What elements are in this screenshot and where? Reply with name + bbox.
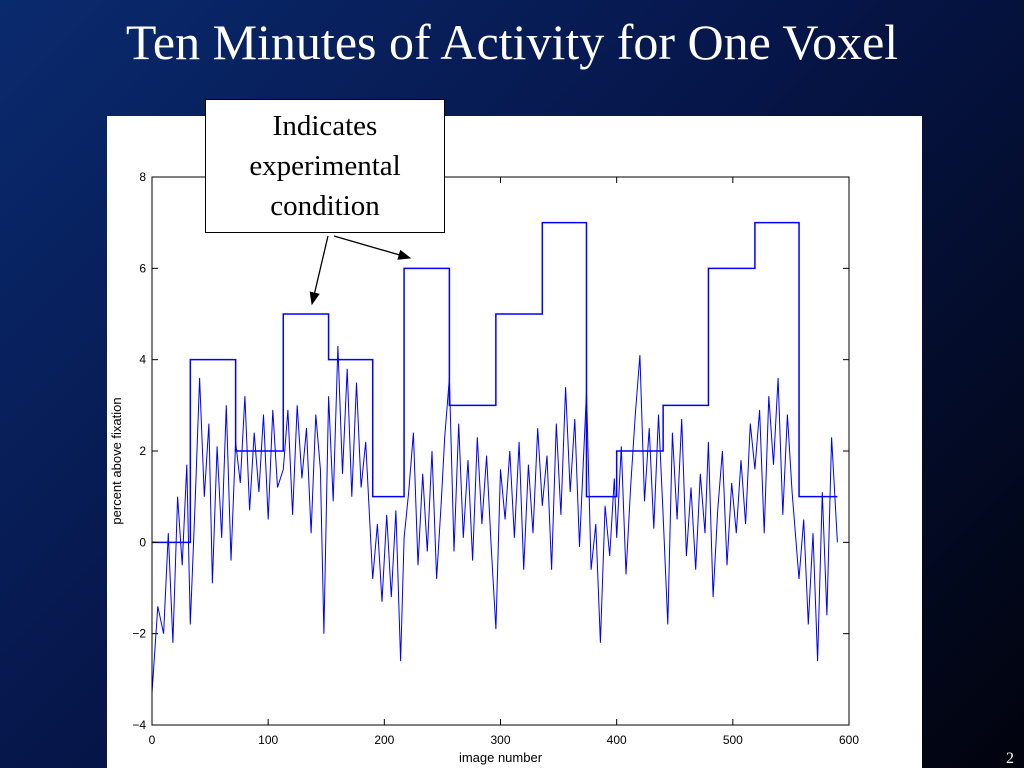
- x-tick-label: 400: [607, 733, 627, 747]
- x-tick-label: 300: [490, 733, 510, 747]
- callout-line-2: experimental: [249, 150, 401, 182]
- slide-number: 2: [1006, 750, 1014, 767]
- callout-line-1: Indicates: [272, 110, 378, 142]
- y-tick-label: 2: [139, 444, 146, 458]
- y-tick-label: 4: [139, 353, 146, 367]
- line-chart: 0 100 200 300 400 500 600 −4 −2 0 2 4 6 8 image numbe…: [109, 170, 859, 765]
- callout-line-3: condition: [270, 190, 380, 222]
- x-tick-label: 600: [839, 733, 859, 747]
- x-tick-label: 100: [258, 733, 278, 747]
- y-tick-label: −2: [132, 627, 146, 641]
- x-tick-label: 0: [149, 733, 156, 747]
- slide-title: Ten Minutes of Activity for One Voxel: [125, 14, 899, 70]
- x-tick-label: 500: [723, 733, 743, 747]
- y-tick-label: 0: [139, 535, 146, 549]
- y-axis-label: percent above fixation: [109, 397, 124, 524]
- x-axis-label: image number: [459, 750, 543, 765]
- x-tick-label: 200: [374, 733, 394, 747]
- y-tick-label: −4: [132, 718, 146, 732]
- y-tick-label: 8: [139, 170, 146, 184]
- annotation-callout: Indicates experimental condition: [205, 99, 445, 233]
- condition-step-line: [152, 221, 838, 544]
- measured-activity-line: [151, 345, 838, 694]
- y-tick-label: 6: [139, 261, 146, 275]
